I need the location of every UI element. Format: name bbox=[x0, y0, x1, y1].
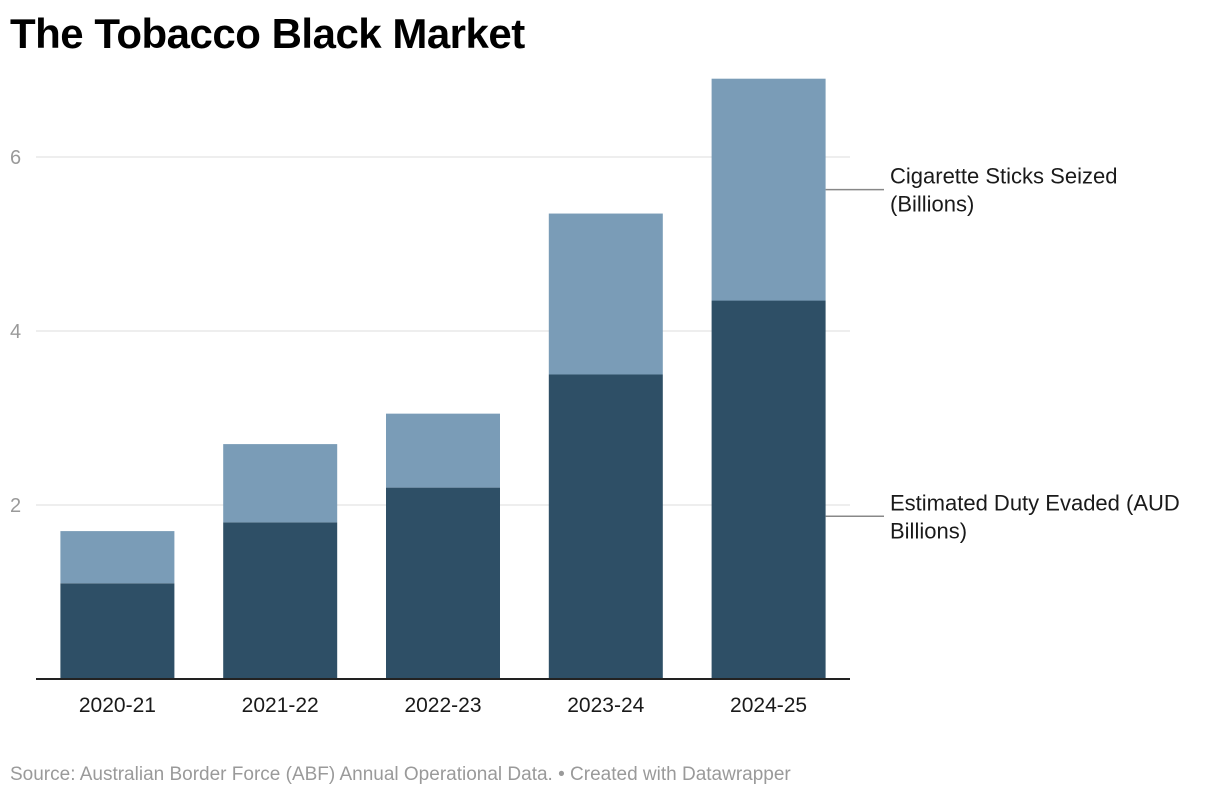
bars bbox=[60, 78, 826, 679]
bar-sticks-seized-2023-24 bbox=[548, 213, 663, 375]
bar-sticks-seized-2024-25 bbox=[711, 78, 826, 301]
source-note: Source: Australian Border Force (ABF) An… bbox=[10, 764, 791, 785]
bar-sticks-seized-2021-22 bbox=[223, 444, 338, 523]
series-label: Billions) bbox=[890, 518, 967, 543]
series-direct-labels: Estimated Duty Evaded (AUD Billions) Cigar… bbox=[825, 164, 1180, 543]
x-category-label: 2024-25 bbox=[730, 694, 807, 717]
x-axis-category-labels: 2020-21 2021-22 2022-23 2023-24 2024-25 bbox=[79, 694, 807, 717]
y-tick-label: 6 bbox=[10, 147, 21, 169]
y-tick-label: 2 bbox=[10, 495, 21, 517]
bar-duty-evaded-2024-25 bbox=[711, 300, 826, 679]
y-axis-tick-labels: 2 4 6 bbox=[10, 147, 21, 517]
x-category-label: 2022-23 bbox=[404, 694, 481, 717]
x-category-label: 2023-24 bbox=[567, 694, 644, 717]
bar-sticks-seized-2020-21 bbox=[60, 531, 175, 584]
bar-duty-evaded-2022-23 bbox=[386, 487, 500, 679]
x-category-label: 2020-21 bbox=[79, 694, 156, 717]
bar-duty-evaded-2021-22 bbox=[223, 522, 338, 679]
series-label: Estimated Duty Evaded (AUD bbox=[890, 490, 1180, 515]
y-tick-label: 4 bbox=[10, 321, 21, 343]
bar-duty-evaded-2020-21 bbox=[60, 583, 175, 679]
bar-duty-evaded-2023-24 bbox=[548, 374, 663, 679]
series-label: Cigarette Sticks Seized bbox=[890, 164, 1117, 189]
chart-title: The Tobacco Black Market bbox=[10, 10, 525, 57]
bar-sticks-seized-2022-23 bbox=[386, 413, 500, 488]
series-label: (Billions) bbox=[890, 192, 974, 217]
x-category-label: 2021-22 bbox=[242, 694, 319, 717]
